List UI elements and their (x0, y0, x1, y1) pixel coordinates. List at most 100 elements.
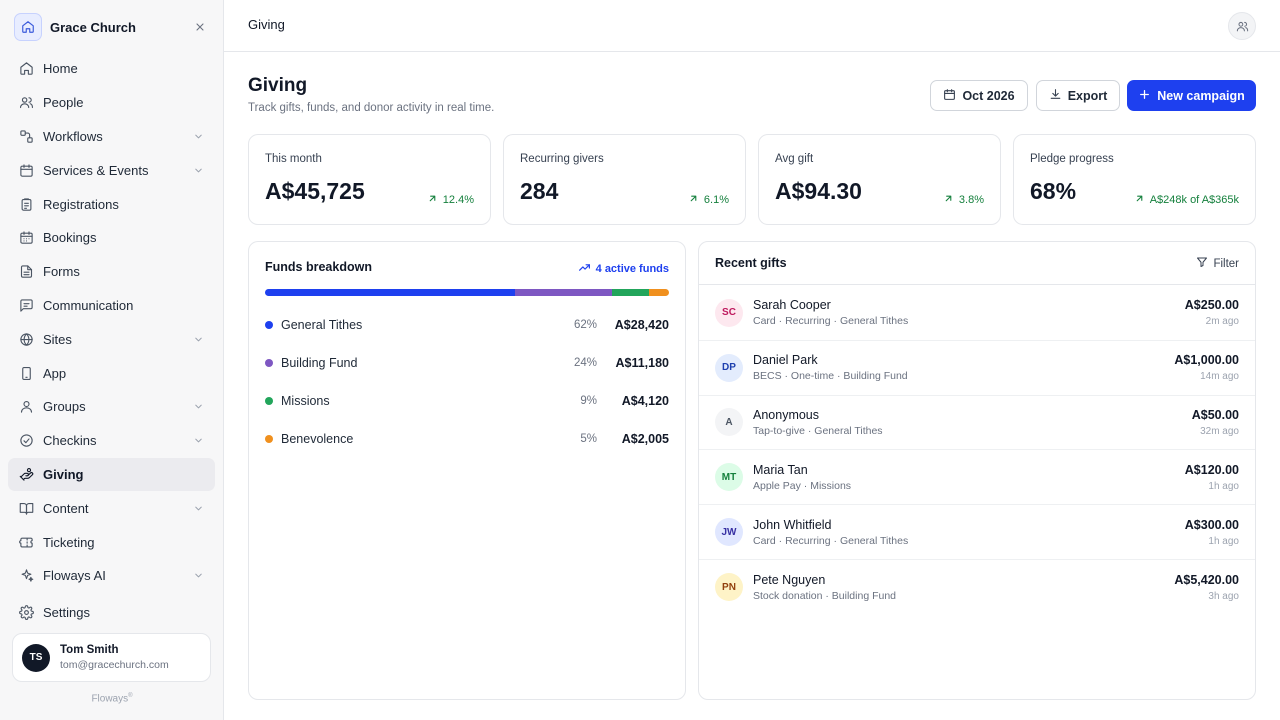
chevron-down-icon[interactable] (191, 332, 205, 346)
user-email: tom@gracechurch.com (60, 659, 169, 671)
funds-title: Funds breakdown (265, 260, 372, 274)
registered-mark: ® (128, 693, 133, 699)
gift-right: A$120.00 1h ago (1185, 463, 1239, 492)
sidebar-item-content[interactable]: Content (8, 491, 215, 525)
hand-coin-icon (18, 466, 34, 482)
sidebar-item-giving[interactable]: Giving (8, 457, 215, 492)
stat-card: Avg gift A$94.30 3.8% (758, 134, 1001, 225)
gift-time: 1h ago (1208, 480, 1239, 492)
sidebar-item-label: Sites (43, 331, 72, 347)
sidebar-item-app[interactable]: App (8, 356, 215, 390)
gift-meta: BECS · One-time · Building Fund (753, 370, 908, 383)
gift-right: A$5,420.00 3h ago (1174, 573, 1239, 602)
gift-row[interactable]: PN Pete Nguyen Stock donation · Building F… (699, 560, 1255, 615)
sidebar-item-floways-ai[interactable]: Floways AI (8, 559, 215, 593)
sidebar-item-forms[interactable]: Forms (8, 255, 215, 289)
sidebar-item-sites[interactable]: Sites (8, 322, 215, 356)
gift-row[interactable]: SC Sarah Cooper Card · Recurring · General… (699, 286, 1255, 341)
gift-info: John Whitfield Card · Recurring · General… (753, 518, 1185, 547)
sidebar-item-people[interactable]: People (8, 86, 215, 120)
sidebar-item-settings[interactable]: Settings (8, 596, 215, 630)
fund-row[interactable]: Missions 9% A$4,120 (265, 382, 669, 420)
fund-amount: A$4,120 (621, 394, 669, 408)
gift-time: 3h ago (1208, 590, 1239, 602)
groups-icon (18, 399, 34, 415)
chevron-down-icon[interactable] (191, 129, 205, 143)
export-button[interactable]: Export (1036, 80, 1120, 111)
recent-gifts-header: Recent gifts Filter (699, 242, 1255, 285)
gift-time: 2m ago (1205, 316, 1239, 328)
sidebar-item-label: App (43, 365, 67, 381)
chevron-down-icon[interactable] (191, 163, 205, 177)
recent-gifts-card: Recent gifts Filter SC Sarah Cooper Card ·… (698, 241, 1256, 700)
topbar: Giving (224, 0, 1280, 52)
filter-button[interactable]: Filter (1196, 256, 1239, 271)
new-campaign-button[interactable]: New campaign (1127, 80, 1256, 111)
user-name: Tom Smith (60, 644, 119, 656)
active-funds-label: 4 active funds (595, 263, 669, 275)
donor-name: Sarah Cooper (753, 298, 831, 313)
active-funds-link[interactable]: 4 active funds (578, 261, 669, 277)
gift-row[interactable]: MT Maria Tan Apple Pay · Missions A$120.00 1… (699, 450, 1255, 506)
gift-right: A$50.00 32m ago (1192, 408, 1239, 437)
fund-percent: 5% (580, 433, 597, 445)
clipboard-icon (18, 196, 34, 212)
gift-info: Sarah Cooper Card · Recurring · General T… (753, 298, 1185, 327)
main-content: Giving Track gifts, funds, and donor act… (224, 52, 1280, 720)
workflow-icon (18, 128, 34, 144)
sparkle-icon (18, 568, 34, 584)
fund-row[interactable]: Building Fund 24% A$11,180 (265, 344, 669, 382)
fund-row[interactable]: Benevolence 5% A$2,005 (265, 420, 669, 458)
sidebar-item-services-events[interactable]: Services & Events (8, 153, 215, 187)
month-label: Oct 2026 (962, 88, 1015, 103)
avatar: TS (22, 643, 50, 672)
gift-meta: Stock donation · Building Fund (753, 589, 897, 602)
user-info: Tom Smith tom@gracechurch.com (60, 644, 169, 671)
chevron-down-icon[interactable] (191, 434, 205, 448)
stat-delta: 12.4% (427, 193, 474, 207)
gift-right: A$300.00 1h ago (1185, 518, 1239, 547)
recent-gifts-title: Recent gifts (715, 256, 787, 270)
calendar-icon (943, 88, 956, 104)
chevron-down-icon[interactable] (191, 569, 205, 583)
gift-row[interactable]: JW John Whitfield Card · Recurring · Gener… (699, 505, 1255, 560)
gift-row[interactable]: A Anonymous Tap-to-give · General Tithes A$… (699, 396, 1255, 451)
powered-by-label: Floways (91, 693, 129, 705)
gift-info: Maria Tan Apple Pay · Missions (753, 463, 1185, 492)
close-icon[interactable] (190, 17, 210, 37)
funds-breakdown-card: Funds breakdown 4 active funds General T… (248, 241, 686, 700)
stat-value: 284 (520, 178, 559, 204)
fund-row[interactable]: General Tithes 62% A$28,420 (265, 306, 669, 344)
powered-by: Floways® (0, 693, 224, 704)
sidebar-item-workflows[interactable]: Workflows (8, 120, 215, 154)
sidebar-item-checkins[interactable]: Checkins (8, 424, 215, 458)
chevron-down-icon[interactable] (191, 400, 205, 414)
trending-up-icon (578, 261, 591, 277)
recent-gifts-list: SC Sarah Cooper Card · Recurring · General… (699, 286, 1255, 615)
sidebar-item-groups[interactable]: Groups (8, 390, 215, 424)
sidebar-item-communication[interactable]: Communication (8, 289, 215, 323)
sidebar-item-home[interactable]: Home (8, 52, 215, 86)
team-icon[interactable] (1228, 12, 1256, 40)
sidebar-item-label: Home (43, 61, 78, 77)
sidebar-item-registrations[interactable]: Registrations (8, 187, 215, 221)
fund-color-dot (265, 435, 273, 443)
gift-meta: Card · Recurring · General Tithes (753, 315, 909, 328)
user-card[interactable]: TS Tom Smith tom@gracechurch.com (12, 633, 211, 682)
sidebar-item-label: Groups (43, 399, 86, 415)
stat-label: Avg gift (775, 153, 814, 165)
sidebar-item-label: Floways AI (43, 568, 106, 584)
stat-delta: 6.1% (688, 193, 729, 207)
sidebar-item-bookings[interactable]: Bookings (8, 221, 215, 255)
fund-name: Building Fund (281, 356, 358, 370)
chevron-down-icon[interactable] (191, 501, 205, 515)
filter-label: Filter (1213, 257, 1239, 270)
sidebar-item-label: Ticketing (43, 534, 95, 550)
gift-row[interactable]: DP Daniel Park BECS · One-time · Building … (699, 341, 1255, 396)
donor-avatar: DP (715, 353, 743, 382)
sidebar-item-ticketing[interactable]: Ticketing (8, 525, 215, 559)
funds-bar-segment (648, 289, 669, 296)
new-campaign-label: New campaign (1157, 88, 1245, 103)
donor-avatar: JW (715, 518, 743, 547)
month-picker-button[interactable]: Oct 2026 (930, 80, 1028, 111)
